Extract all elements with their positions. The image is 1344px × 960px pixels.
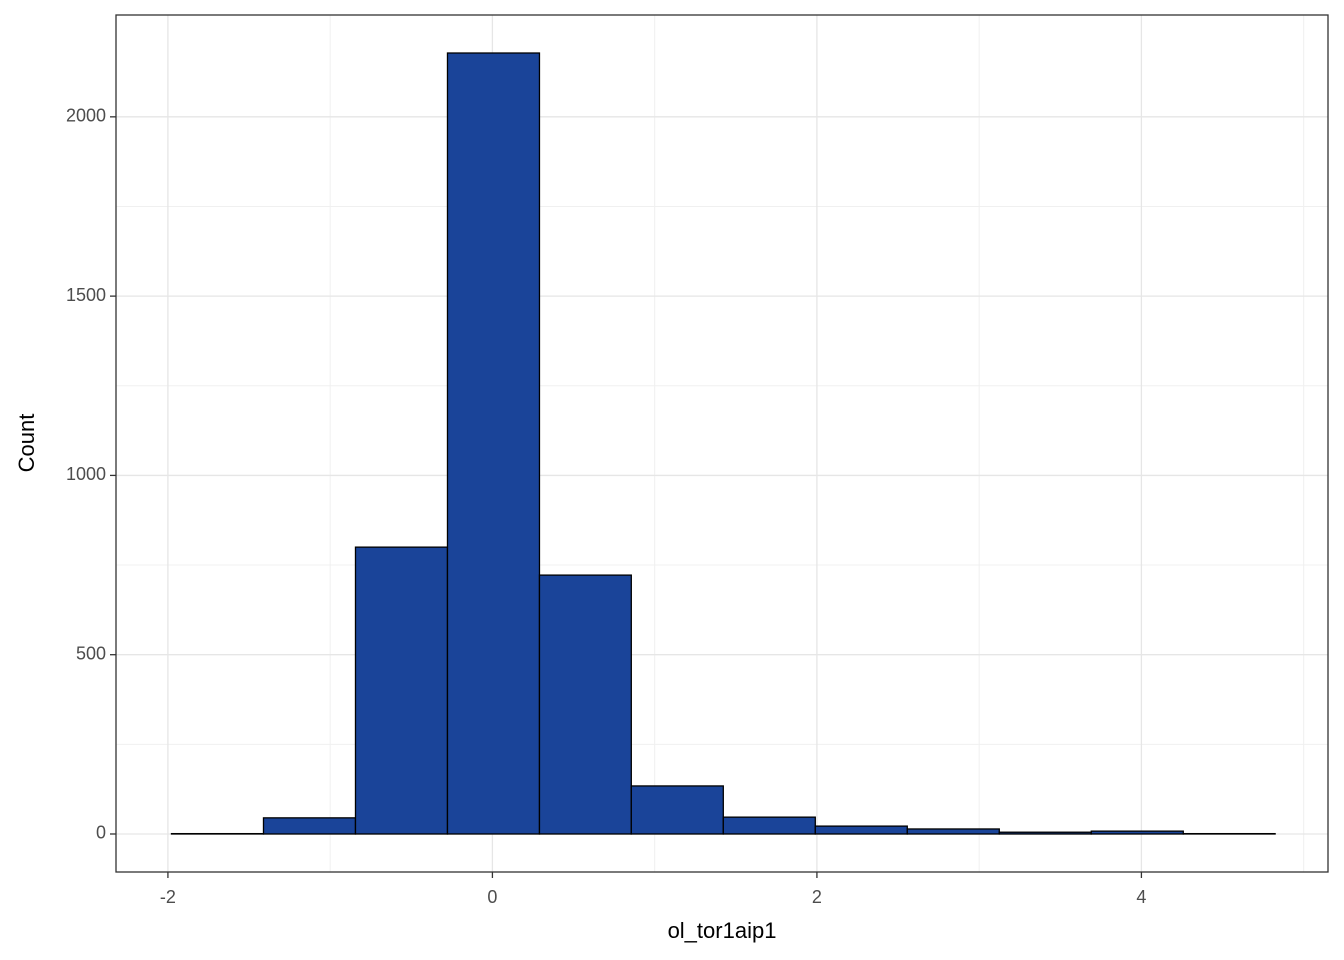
x-tick-label: -2 [160,887,176,907]
bars [170,52,1276,835]
y-tick-label: 0 [96,823,106,843]
bar [262,817,357,835]
x-axis-title: ol_tor1aip1 [668,918,777,943]
bar [906,828,1000,835]
y-axis-title: Count [14,414,39,473]
bar [722,816,816,835]
y-tick-label: 500 [76,643,106,663]
x-tick-label: 2 [812,887,822,907]
y-tick-label: 1000 [66,464,106,484]
y-tick-label: 1500 [66,285,106,305]
panel-border [115,14,1329,873]
bar [630,785,724,835]
x-tick-label: 4 [1136,887,1146,907]
bar [538,574,632,835]
bar [446,52,541,835]
bar [1090,830,1184,835]
ticks: 0 500 1000 1500 2000 -2 0 2 4 [66,106,1146,907]
y-tick-label: 2000 [66,106,106,126]
bar [998,831,1092,835]
x-tick-label: 0 [487,887,497,907]
bar [354,546,449,835]
bar [814,825,908,835]
